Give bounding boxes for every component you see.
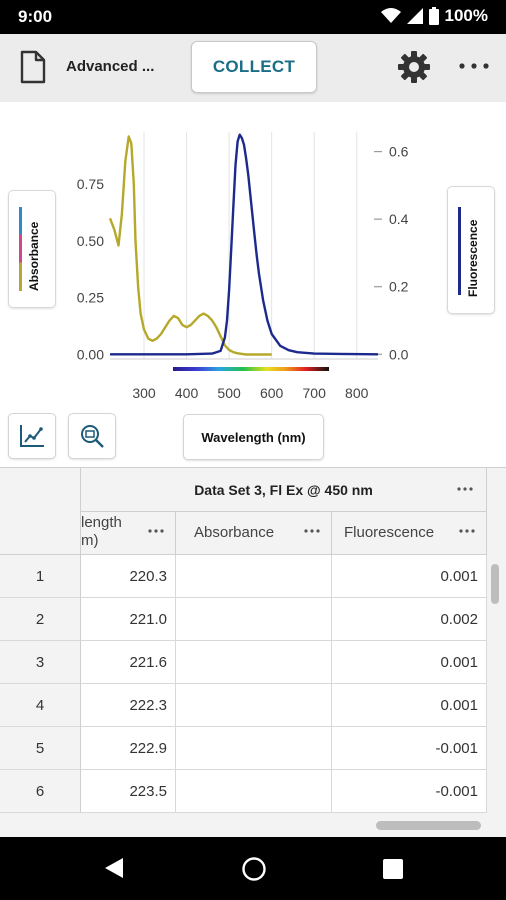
dataset-title: Data Set 3, Fl Ex @ 450 nm xyxy=(194,481,373,498)
chart-grid xyxy=(143,132,358,359)
absorbance-legend[interactable]: Absorbance xyxy=(8,190,56,308)
table-cell-wavelength[interactable]: 221.6 xyxy=(81,641,176,684)
y-left-tick-label: 0.00 xyxy=(77,346,104,362)
spectrum-chart[interactable]: 300 400 500 600 700 800 0.00 0.25 0.50 0.75 0.0 0.2… xyxy=(0,102,506,402)
column-header-wavelength-label: length m) xyxy=(81,514,122,550)
y-right-tick-label: 0.4 xyxy=(389,211,409,227)
table-cell-absorbance[interactable] xyxy=(176,770,332,813)
table-cell-fluorescence[interactable]: -0.001 xyxy=(332,770,487,813)
column-more-icon[interactable] xyxy=(147,522,165,540)
table-cell-absorbance[interactable] xyxy=(176,598,332,641)
x-tick-label: 500 xyxy=(217,385,241,401)
zoom-button[interactable] xyxy=(68,413,116,459)
y-left-tick-label: 0.50 xyxy=(77,233,104,249)
fluorescence-legend[interactable]: Fluorescence xyxy=(447,186,495,314)
graph-options-button[interactable] xyxy=(8,413,56,459)
column-header-absorbance-label: Absorbance xyxy=(194,524,275,541)
series-line-fluorescence xyxy=(110,133,379,356)
vertical-scrollbar[interactable] xyxy=(491,564,499,604)
y-left-tick-label: 0.75 xyxy=(77,176,104,192)
column-more-icon[interactable] xyxy=(303,522,321,540)
absorbance-swatch xyxy=(19,207,22,291)
navigation-bar xyxy=(0,837,506,900)
row-number[interactable]: 3 xyxy=(0,641,81,684)
status-bar: 9:00 100% xyxy=(0,0,506,34)
home-icon[interactable] xyxy=(241,856,267,882)
table-corner xyxy=(0,468,81,555)
table-cell-wavelength[interactable]: 222.3 xyxy=(81,684,176,727)
y-right-tick-label: 0.0 xyxy=(389,346,409,362)
column-label-line1: length xyxy=(81,514,122,531)
column-header-wavelength[interactable]: length m) xyxy=(81,512,176,555)
y-right-tick-label: 0.6 xyxy=(389,144,409,160)
series-line-absorbance xyxy=(108,135,272,356)
table-cell-absorbance[interactable] xyxy=(176,727,332,770)
status-time: 9:00 xyxy=(18,7,53,26)
document-icon[interactable] xyxy=(20,50,46,84)
file-title[interactable]: Advanced ... xyxy=(66,58,155,75)
fluorescence-legend-label: Fluorescence xyxy=(466,219,480,297)
horizontal-scrollbar[interactable] xyxy=(376,821,481,830)
x-tick-label: 300 xyxy=(132,385,156,401)
x-axis-label-button[interactable]: Wavelength (nm) xyxy=(183,414,324,460)
table-cell-fluorescence[interactable]: -0.001 xyxy=(332,727,487,770)
gear-icon[interactable] xyxy=(396,49,432,85)
fluorescence-swatch xyxy=(458,207,461,295)
back-icon[interactable] xyxy=(103,856,125,880)
status-icons: 100% xyxy=(380,6,488,26)
row-number[interactable]: 5 xyxy=(0,727,81,770)
collect-button[interactable]: COLLECT xyxy=(191,41,317,93)
table-cell-fluorescence[interactable]: 0.001 xyxy=(332,641,487,684)
more-options-icon[interactable] xyxy=(458,62,490,70)
visible-spectrum-bar xyxy=(173,367,329,371)
column-header-fluorescence-label: Fluorescence xyxy=(344,524,435,541)
x-tick-label: 600 xyxy=(260,385,284,401)
absorbance-legend-label: Absorbance xyxy=(27,221,41,291)
dataset-more-icon[interactable] xyxy=(456,480,474,498)
wifi-icon xyxy=(380,8,401,23)
graph-options-icon xyxy=(20,425,44,447)
column-label-line2: m) xyxy=(81,532,99,549)
column-more-icon[interactable] xyxy=(458,522,476,540)
row-number[interactable]: 2 xyxy=(0,598,81,641)
table-cell-fluorescence[interactable]: 0.001 xyxy=(332,555,487,598)
chart-series xyxy=(108,133,379,356)
y-left-tick-label: 0.25 xyxy=(77,290,104,306)
battery-percent: 100% xyxy=(444,6,488,25)
table-cell-absorbance[interactable] xyxy=(176,684,332,727)
toolbar: Advanced ... COLLECT xyxy=(0,34,506,102)
y-right-tick-label: 0.2 xyxy=(389,279,409,295)
table-cell-absorbance[interactable] xyxy=(176,641,332,684)
table-cell-wavelength[interactable]: 221.0 xyxy=(81,598,176,641)
row-number[interactable]: 6 xyxy=(0,770,81,813)
zoom-icon xyxy=(81,425,104,448)
table-cell-fluorescence[interactable]: 0.002 xyxy=(332,598,487,641)
row-number[interactable]: 1 xyxy=(0,555,81,598)
table-cell-absorbance[interactable] xyxy=(176,555,332,598)
graph-area: 300 400 500 600 700 800 0.00 0.25 0.50 0.75 0.0 0.2… xyxy=(0,102,506,467)
column-header-absorbance[interactable]: Absorbance xyxy=(176,512,332,555)
x-tick-label: 700 xyxy=(303,385,327,401)
recent-apps-icon[interactable] xyxy=(382,858,404,880)
table-cell-wavelength[interactable]: 222.9 xyxy=(81,727,176,770)
chart-ticks: 300 400 500 600 700 800 0.00 0.25 0.50 0.75 0.0 0.2… xyxy=(77,144,409,401)
battery-icon xyxy=(428,7,439,25)
x-tick-label: 400 xyxy=(175,385,199,401)
table-cell-wavelength[interactable]: 220.3 xyxy=(81,555,176,598)
signal-icon xyxy=(406,8,423,24)
column-header-fluorescence[interactable]: Fluorescence xyxy=(332,512,487,555)
row-number[interactable]: 4 xyxy=(0,684,81,727)
table-cell-fluorescence[interactable]: 0.001 xyxy=(332,684,487,727)
dataset-header[interactable]: Data Set 3, Fl Ex @ 450 nm xyxy=(81,468,487,512)
x-tick-label: 800 xyxy=(345,385,369,401)
table-cell-wavelength[interactable]: 223.5 xyxy=(81,770,176,813)
data-table: Data Set 3, Fl Ex @ 450 nm length m) Abs… xyxy=(0,467,506,837)
